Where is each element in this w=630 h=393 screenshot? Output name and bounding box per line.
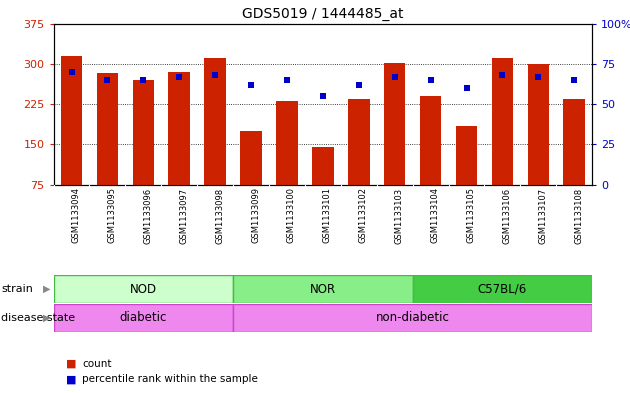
Text: GSM1133106: GSM1133106 [502, 187, 512, 244]
Text: GSM1133096: GSM1133096 [143, 187, 152, 244]
Text: ▶: ▶ [43, 313, 50, 323]
Bar [563, 99, 585, 185]
Bar [312, 147, 334, 185]
Text: C57BL/6: C57BL/6 [478, 283, 527, 296]
Text: GSM1133104: GSM1133104 [430, 187, 440, 243]
Bar [491, 59, 513, 185]
Text: percentile rank within the sample: percentile rank within the sample [82, 374, 258, 384]
Bar [348, 99, 370, 185]
Text: GSM1133100: GSM1133100 [287, 187, 296, 243]
Text: GSM1133098: GSM1133098 [215, 187, 224, 244]
Bar [276, 101, 298, 185]
Bar [233, 304, 592, 332]
Text: ■: ■ [66, 358, 77, 369]
Text: GSM1133108: GSM1133108 [574, 187, 583, 244]
Bar [54, 275, 233, 303]
Bar [54, 304, 233, 332]
Bar [384, 63, 406, 185]
Text: GSM1133103: GSM1133103 [394, 187, 404, 244]
Text: GSM1133099: GSM1133099 [251, 187, 260, 243]
Text: non-diabetic: non-diabetic [375, 311, 450, 325]
Text: GSM1133101: GSM1133101 [323, 187, 332, 243]
Title: GDS5019 / 1444485_at: GDS5019 / 1444485_at [242, 7, 404, 21]
Text: strain: strain [1, 284, 33, 294]
Text: GSM1133102: GSM1133102 [358, 187, 368, 243]
Text: ■: ■ [66, 374, 77, 384]
Bar [96, 73, 118, 185]
Text: GSM1133095: GSM1133095 [107, 187, 117, 243]
Text: count: count [82, 358, 112, 369]
Text: ▶: ▶ [43, 284, 50, 294]
Text: GSM1133094: GSM1133094 [71, 187, 81, 243]
Text: GSM1133097: GSM1133097 [179, 187, 188, 244]
Bar [455, 126, 478, 185]
Bar [413, 275, 592, 303]
Bar [60, 56, 83, 185]
Bar [132, 80, 154, 185]
Bar [168, 72, 190, 185]
Bar [420, 96, 442, 185]
Bar [204, 59, 226, 185]
Bar [240, 131, 262, 185]
Text: GSM1133107: GSM1133107 [538, 187, 547, 244]
Text: NOD: NOD [130, 283, 157, 296]
Bar [527, 64, 549, 185]
Text: disease state: disease state [1, 313, 76, 323]
Bar [233, 275, 413, 303]
Text: diabetic: diabetic [120, 311, 167, 325]
Text: NOR: NOR [310, 283, 336, 296]
Text: GSM1133105: GSM1133105 [466, 187, 476, 243]
